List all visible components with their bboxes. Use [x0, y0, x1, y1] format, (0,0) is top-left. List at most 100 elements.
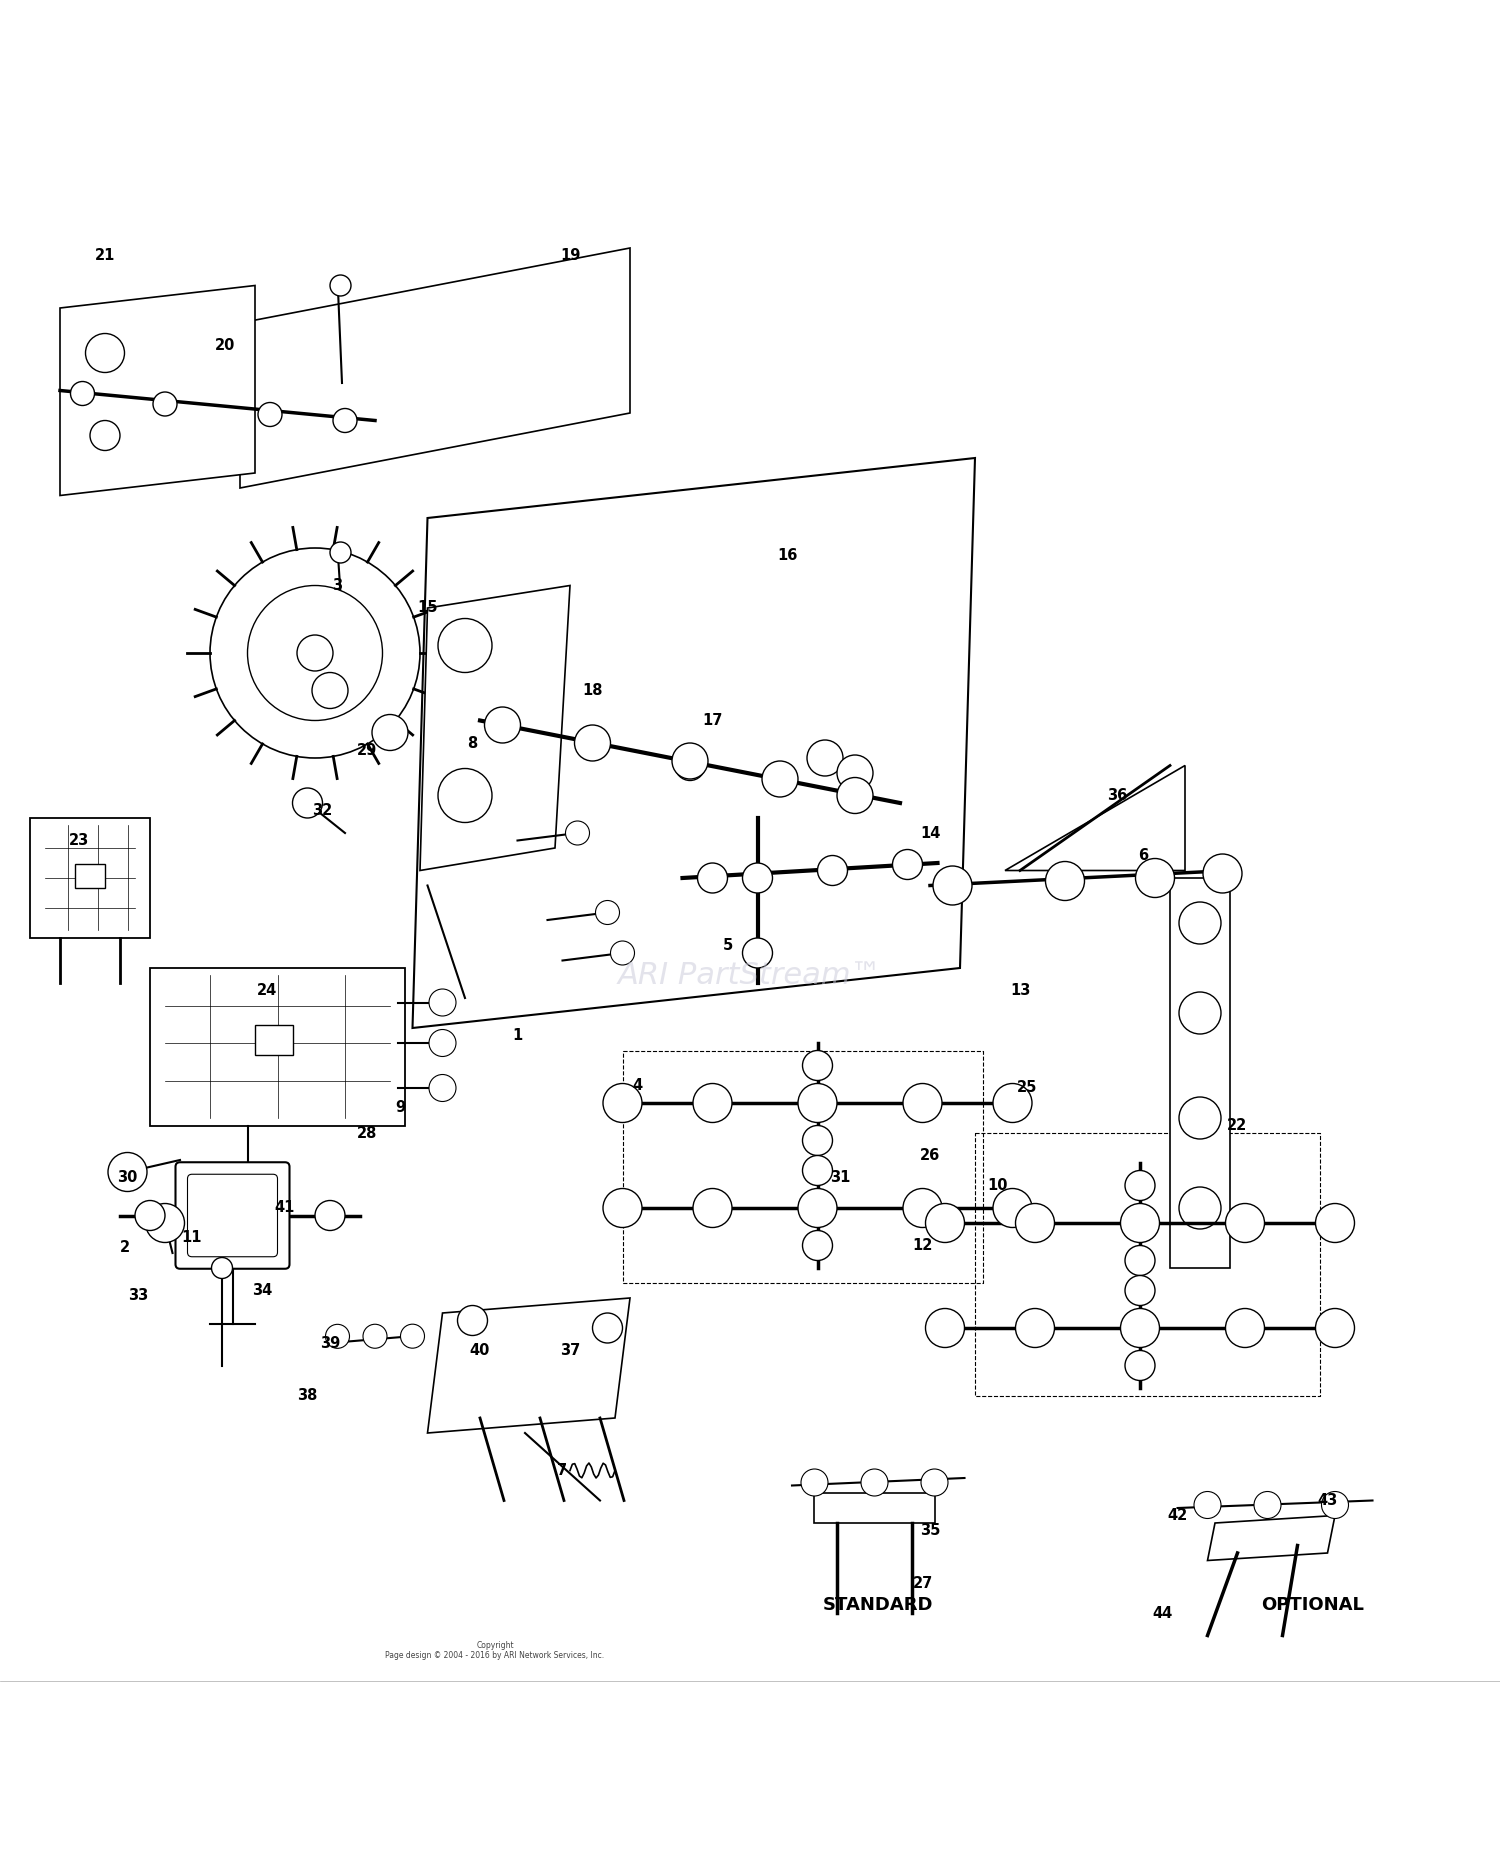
- Circle shape: [315, 1201, 345, 1231]
- Circle shape: [1125, 1246, 1155, 1276]
- Circle shape: [566, 822, 590, 844]
- Text: 7: 7: [558, 1463, 567, 1478]
- Circle shape: [1316, 1204, 1354, 1242]
- Circle shape: [1136, 859, 1174, 897]
- Text: 37: 37: [560, 1343, 580, 1358]
- Text: 38: 38: [297, 1388, 318, 1403]
- Polygon shape: [413, 458, 975, 1028]
- Text: Copyright
Page design © 2004 - 2016 by ARI Network Services, Inc.: Copyright Page design © 2004 - 2016 by A…: [386, 1642, 604, 1660]
- Circle shape: [574, 724, 610, 762]
- Circle shape: [210, 548, 420, 758]
- Polygon shape: [420, 585, 570, 870]
- Circle shape: [802, 1156, 832, 1186]
- Circle shape: [993, 1084, 1032, 1122]
- Circle shape: [1254, 1491, 1281, 1518]
- Circle shape: [458, 1306, 488, 1336]
- Circle shape: [258, 403, 282, 426]
- Text: ARI PartStream™: ARI PartStream™: [618, 961, 882, 991]
- Text: 33: 33: [128, 1287, 148, 1302]
- Circle shape: [297, 634, 333, 672]
- Circle shape: [1203, 854, 1242, 893]
- Polygon shape: [1208, 1516, 1335, 1561]
- Circle shape: [1316, 1308, 1354, 1347]
- Circle shape: [1016, 1204, 1054, 1242]
- Circle shape: [610, 942, 634, 964]
- Circle shape: [1194, 1491, 1221, 1518]
- Circle shape: [903, 1189, 942, 1227]
- Text: 4: 4: [633, 1077, 642, 1092]
- Text: 31: 31: [830, 1171, 850, 1186]
- Circle shape: [211, 1257, 232, 1279]
- Bar: [75, 865, 105, 889]
- FancyBboxPatch shape: [188, 1174, 278, 1257]
- Circle shape: [742, 863, 772, 893]
- Circle shape: [1322, 1491, 1348, 1518]
- Text: 22: 22: [1227, 1118, 1248, 1133]
- Text: 26: 26: [920, 1148, 940, 1163]
- Circle shape: [693, 1189, 732, 1227]
- Circle shape: [330, 276, 351, 296]
- Circle shape: [921, 1469, 948, 1495]
- Circle shape: [1179, 1097, 1221, 1139]
- Polygon shape: [60, 285, 255, 495]
- Circle shape: [892, 850, 922, 880]
- Text: 6: 6: [1138, 848, 1148, 863]
- Text: 16: 16: [777, 548, 798, 563]
- Text: 2: 2: [120, 1240, 129, 1255]
- Polygon shape: [427, 1298, 630, 1433]
- Text: 41: 41: [274, 1201, 296, 1216]
- Circle shape: [861, 1469, 888, 1495]
- Circle shape: [1226, 1308, 1264, 1347]
- Circle shape: [86, 334, 124, 373]
- Circle shape: [903, 1084, 942, 1122]
- Text: 25: 25: [1017, 1081, 1038, 1096]
- Circle shape: [926, 1204, 964, 1242]
- Circle shape: [807, 739, 843, 777]
- Circle shape: [1179, 1188, 1221, 1229]
- Circle shape: [1120, 1308, 1160, 1347]
- Circle shape: [135, 1201, 165, 1231]
- Bar: [255, 1024, 292, 1054]
- Circle shape: [818, 855, 848, 885]
- Circle shape: [484, 707, 520, 743]
- Text: OPTIONAL: OPTIONAL: [1262, 1596, 1364, 1615]
- Circle shape: [70, 381, 94, 405]
- Text: 21: 21: [94, 248, 116, 263]
- Circle shape: [248, 585, 382, 720]
- Text: 12: 12: [912, 1238, 933, 1253]
- Text: 14: 14: [920, 825, 940, 840]
- Text: 15: 15: [417, 600, 438, 615]
- Circle shape: [429, 1030, 456, 1056]
- Text: 9: 9: [396, 1099, 405, 1114]
- FancyBboxPatch shape: [176, 1163, 290, 1268]
- Circle shape: [438, 619, 492, 672]
- Circle shape: [429, 1075, 456, 1101]
- Text: 34: 34: [252, 1283, 273, 1298]
- Text: 36: 36: [1107, 788, 1128, 803]
- Circle shape: [1226, 1204, 1264, 1242]
- Circle shape: [933, 867, 972, 904]
- Circle shape: [400, 1324, 424, 1349]
- Text: 24: 24: [256, 983, 278, 998]
- Text: 10: 10: [987, 1178, 1008, 1193]
- Text: 43: 43: [1317, 1493, 1338, 1508]
- Circle shape: [1120, 1204, 1160, 1242]
- Text: 39: 39: [320, 1336, 340, 1351]
- Circle shape: [698, 863, 728, 893]
- Polygon shape: [1170, 878, 1230, 1268]
- Circle shape: [1179, 902, 1221, 944]
- Circle shape: [1125, 1276, 1155, 1306]
- Polygon shape: [30, 818, 150, 938]
- Circle shape: [802, 1231, 832, 1261]
- Text: 29: 29: [357, 743, 378, 758]
- Circle shape: [926, 1308, 964, 1347]
- Text: 35: 35: [920, 1523, 940, 1538]
- Text: 23: 23: [69, 833, 90, 848]
- Text: 30: 30: [117, 1171, 138, 1186]
- Polygon shape: [240, 248, 630, 488]
- Circle shape: [312, 672, 348, 709]
- Circle shape: [742, 938, 772, 968]
- Circle shape: [592, 1313, 622, 1343]
- Text: 27: 27: [912, 1576, 933, 1591]
- Circle shape: [993, 1189, 1032, 1227]
